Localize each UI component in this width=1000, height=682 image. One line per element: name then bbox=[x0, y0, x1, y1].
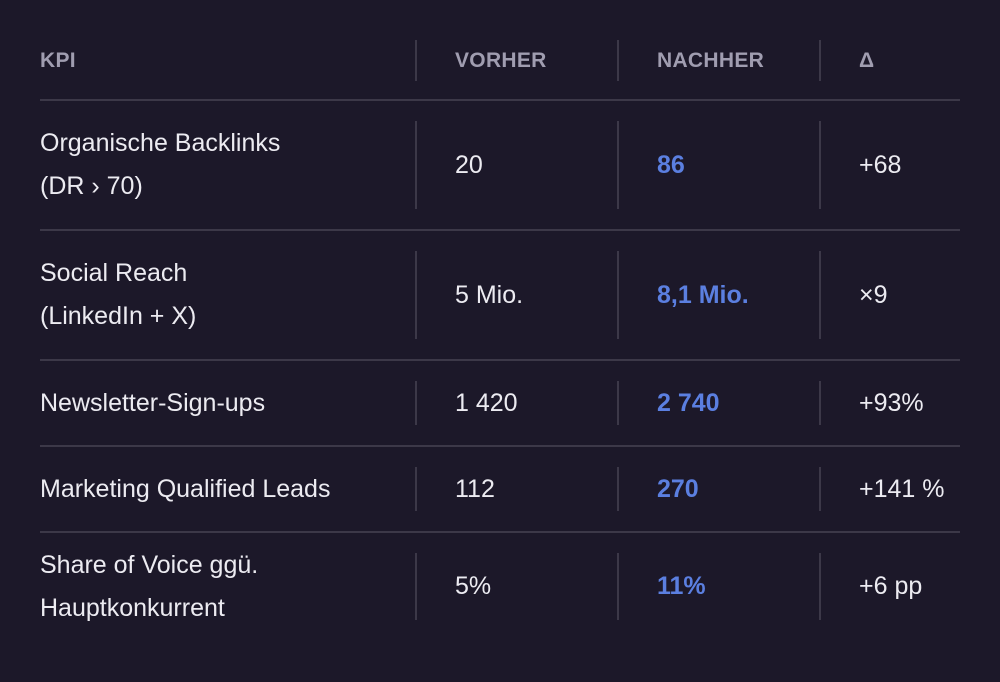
kpi-cell: Share of Voice ggü. Hauptkonkurrent bbox=[40, 532, 415, 640]
kpi-label-line2: (DR › 70) bbox=[40, 172, 143, 200]
kpi-label-line2: Hauptkonkurrent bbox=[40, 594, 225, 622]
header-delta: Δ bbox=[819, 22, 960, 100]
delta-value: +93% bbox=[819, 360, 960, 446]
header-kpi: KPI bbox=[40, 22, 415, 100]
table-header: KPI VORHER NACHHER Δ bbox=[40, 22, 960, 100]
after-value: 8,1 Mio. bbox=[617, 230, 819, 360]
kpi-cell: Marketing Qualified Leads bbox=[40, 446, 415, 532]
kpi-cell: Organische Backlinks (DR › 70) bbox=[40, 100, 415, 230]
delta-value: ×9 bbox=[819, 230, 960, 360]
kpi-cell: Social Reach (LinkedIn + X) bbox=[40, 230, 415, 360]
after-value: 86 bbox=[617, 100, 819, 230]
kpi-label-line2: (LinkedIn + X) bbox=[40, 302, 196, 330]
header-before: VORHER bbox=[415, 22, 617, 100]
table-body: Organische Backlinks (DR › 70) 20 86 +68 … bbox=[40, 100, 960, 640]
table-row: Share of Voice ggü. Hauptkonkurrent 5% 11… bbox=[40, 532, 960, 640]
before-value: 1 420 bbox=[415, 360, 617, 446]
kpi-label-line1: Newsletter-Sign-ups bbox=[40, 389, 265, 417]
kpi-label-line1: Share of Voice ggü. bbox=[40, 551, 258, 579]
before-value: 20 bbox=[415, 100, 617, 230]
delta-value: +6 pp bbox=[819, 532, 960, 640]
table-row: Organische Backlinks (DR › 70) 20 86 +68 bbox=[40, 100, 960, 230]
delta-value: +68 bbox=[819, 100, 960, 230]
before-value: 112 bbox=[415, 446, 617, 532]
header-row: KPI VORHER NACHHER Δ bbox=[40, 22, 960, 100]
kpi-label-line1: Organische Backlinks bbox=[40, 129, 280, 157]
table-row: Social Reach (LinkedIn + X) 5 Mio. 8,1 Mi… bbox=[40, 230, 960, 360]
delta-value: +141 % bbox=[819, 446, 960, 532]
after-value: 270 bbox=[617, 446, 819, 532]
before-value: 5% bbox=[415, 532, 617, 640]
before-value: 5 Mio. bbox=[415, 230, 617, 360]
table-row: Newsletter-Sign-ups 1 420 2 740 +93% bbox=[40, 360, 960, 446]
table-row: Marketing Qualified Leads 112 270 +141 % bbox=[40, 446, 960, 532]
kpi-cell: Newsletter-Sign-ups bbox=[40, 360, 415, 446]
kpi-label-line1: Social Reach bbox=[40, 259, 187, 287]
header-after: NACHHER bbox=[617, 22, 819, 100]
after-value: 2 740 bbox=[617, 360, 819, 446]
kpi-comparison-table: KPI VORHER NACHHER Δ Organische Backlink… bbox=[40, 22, 960, 640]
kpi-label-line1: Marketing Qualified Leads bbox=[40, 475, 330, 503]
after-value: 11% bbox=[617, 532, 819, 640]
